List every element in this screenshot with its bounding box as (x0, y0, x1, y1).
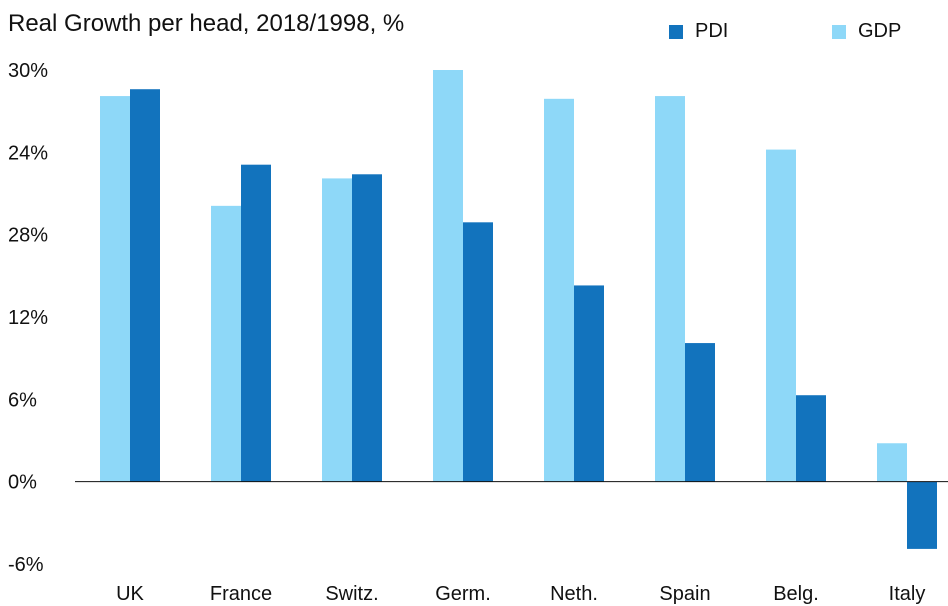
x-category-label: UK (116, 583, 144, 605)
y-tick-label: 12% (8, 307, 48, 329)
x-category-label: Switz. (325, 583, 378, 605)
x-category-label: Spain (659, 583, 710, 605)
bar-gdp-italy (877, 443, 907, 482)
bar-pdi-italy (907, 481, 937, 549)
bar-pdi-germ (463, 222, 493, 482)
bar-gdp-france (211, 205, 241, 482)
bar-pdi-neth (574, 285, 604, 482)
bar-pdi-spain (685, 343, 715, 482)
legend-swatch-pdi (669, 24, 683, 39)
y-tick-label: 30% (8, 60, 48, 82)
y-tick-label: 24% (8, 142, 48, 164)
legend-item-pdi: PDI (669, 20, 728, 43)
bar-gdp-belg (766, 149, 796, 482)
x-category-label: Germ. (435, 583, 491, 605)
y-tick-label: 6% (8, 389, 37, 411)
y-tick-label: 28% (8, 225, 48, 247)
bar-pdi-uk (130, 89, 160, 482)
x-category-label: Neth. (550, 583, 598, 605)
y-tick-label: 0% (8, 472, 37, 494)
bar-gdp-germ (433, 70, 463, 482)
legend-item-gdp: GDP (832, 20, 901, 43)
x-category-label: Belg. (773, 583, 819, 605)
x-category-label: Italy (889, 583, 926, 605)
bar-gdp-uk (100, 96, 130, 482)
legend-label-gdp: GDP (858, 20, 902, 42)
chart-title: Real Growth per head, 2018/1998, % (8, 10, 405, 37)
x-category-label: France (210, 583, 272, 605)
legend-swatch-gdp (832, 24, 846, 39)
bar-pdi-france (241, 164, 271, 482)
bar-pdi-belg (796, 395, 826, 482)
bar-gdp-neth (544, 98, 574, 482)
bar-pdi-switz (352, 174, 382, 482)
legend-label-pdi: PDI (695, 20, 729, 42)
bar-gdp-switz (322, 178, 352, 482)
bar-gdp-spain (655, 96, 685, 482)
y-tick-label: -6% (8, 554, 44, 576)
